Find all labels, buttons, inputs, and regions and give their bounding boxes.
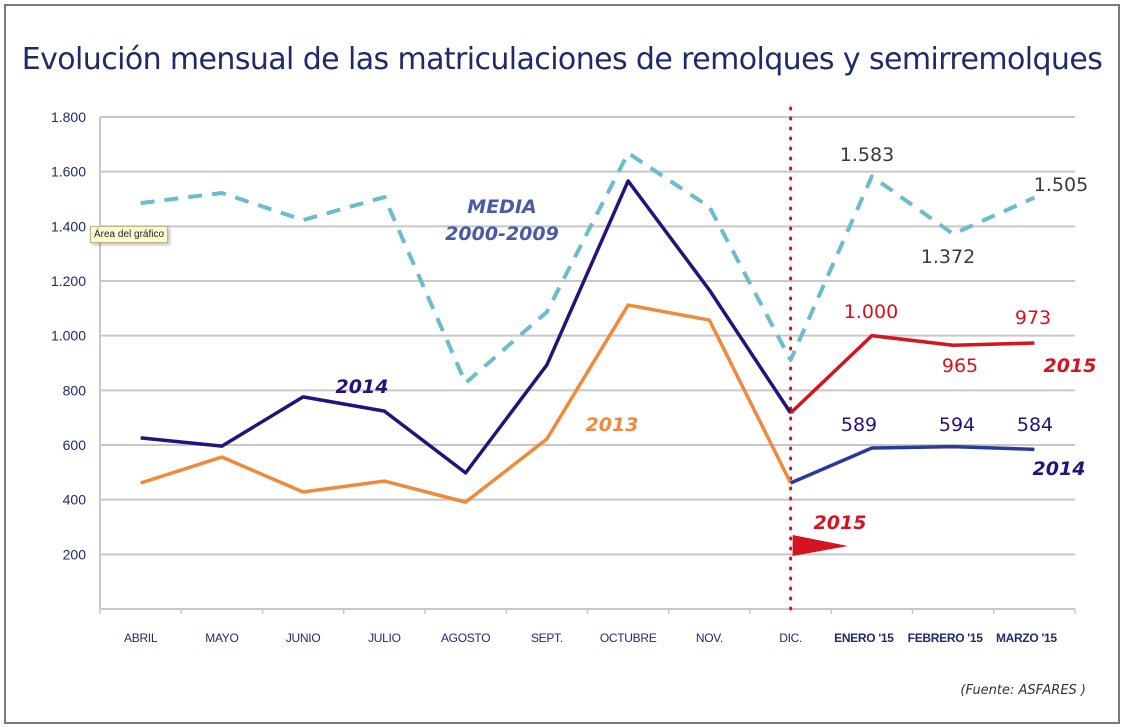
x-tick-label: OCTUBRE — [600, 631, 657, 645]
series-label-2013: 2013 — [586, 414, 639, 436]
data-label: 973 — [1015, 307, 1051, 329]
data-label: 594 — [939, 414, 975, 436]
data-label: 1.372 — [921, 246, 975, 268]
series-line-2015 — [789, 333, 1035, 415]
x-tick-label: AGOSTO — [441, 631, 490, 645]
x-tick-label: FEBRERO '15 — [908, 631, 984, 645]
series-label-media: MEDIA — [467, 196, 536, 218]
data-label: 965 — [942, 355, 978, 377]
series-line-2013 — [140, 303, 793, 504]
y-tick-label: 400 — [63, 492, 87, 508]
x-tick-label: JUNIO — [286, 631, 321, 645]
data-label: 1.000 — [844, 301, 898, 323]
series-label-2015: 2015 — [1044, 355, 1097, 377]
data-label: 584 — [1017, 414, 1053, 436]
series-line-media-2000-2009 — [140, 151, 1036, 385]
x-tick-label: ABRIL — [124, 631, 158, 645]
y-tick-label: 1.800 — [51, 109, 86, 125]
chart-area-tooltip: Área del gráfico — [90, 226, 169, 243]
series-line-2014 — [140, 179, 793, 475]
y-tick-label: 1.200 — [51, 273, 86, 289]
data-label: 1.583 — [840, 144, 894, 166]
data-label: 1.505 — [1034, 174, 1088, 196]
x-tick-label: SEPT. — [531, 631, 563, 645]
series-line-2014-ene-mar- — [789, 444, 1035, 485]
chart-title: Evolución mensual de las matriculaciones… — [21, 42, 1103, 77]
source-note: (Fuente: ASFARES ) — [960, 683, 1086, 698]
series-label-2014-q1: 2014 — [1033, 458, 1086, 480]
x-tick-label: DIC. — [779, 631, 802, 645]
series-label-2014: 2014 — [336, 376, 389, 398]
series-label-media-years: 2000-2009 — [445, 223, 559, 245]
x-tick-label: MAYO — [205, 631, 238, 645]
x-tick-label: MARZO '15 — [996, 631, 1057, 645]
y-tick-label: 1.000 — [51, 328, 86, 344]
x-tick-label: ENERO '15 — [834, 631, 894, 645]
data-label: 589 — [841, 414, 877, 436]
y-tick-label: 600 — [63, 437, 87, 453]
chart-frame — [4, 4, 1120, 724]
arrow-label-2015: 2015 — [814, 512, 867, 534]
y-tick-label: 800 — [63, 382, 87, 398]
x-tick-label: NOV. — [696, 631, 723, 645]
x-tick-label: JULIO — [368, 631, 401, 645]
y-tick-label: 1.600 — [51, 164, 86, 180]
y-tick-label: 1.400 — [51, 218, 86, 234]
arrow-2015-icon — [792, 535, 848, 556]
y-tick-label: 200 — [63, 546, 87, 562]
